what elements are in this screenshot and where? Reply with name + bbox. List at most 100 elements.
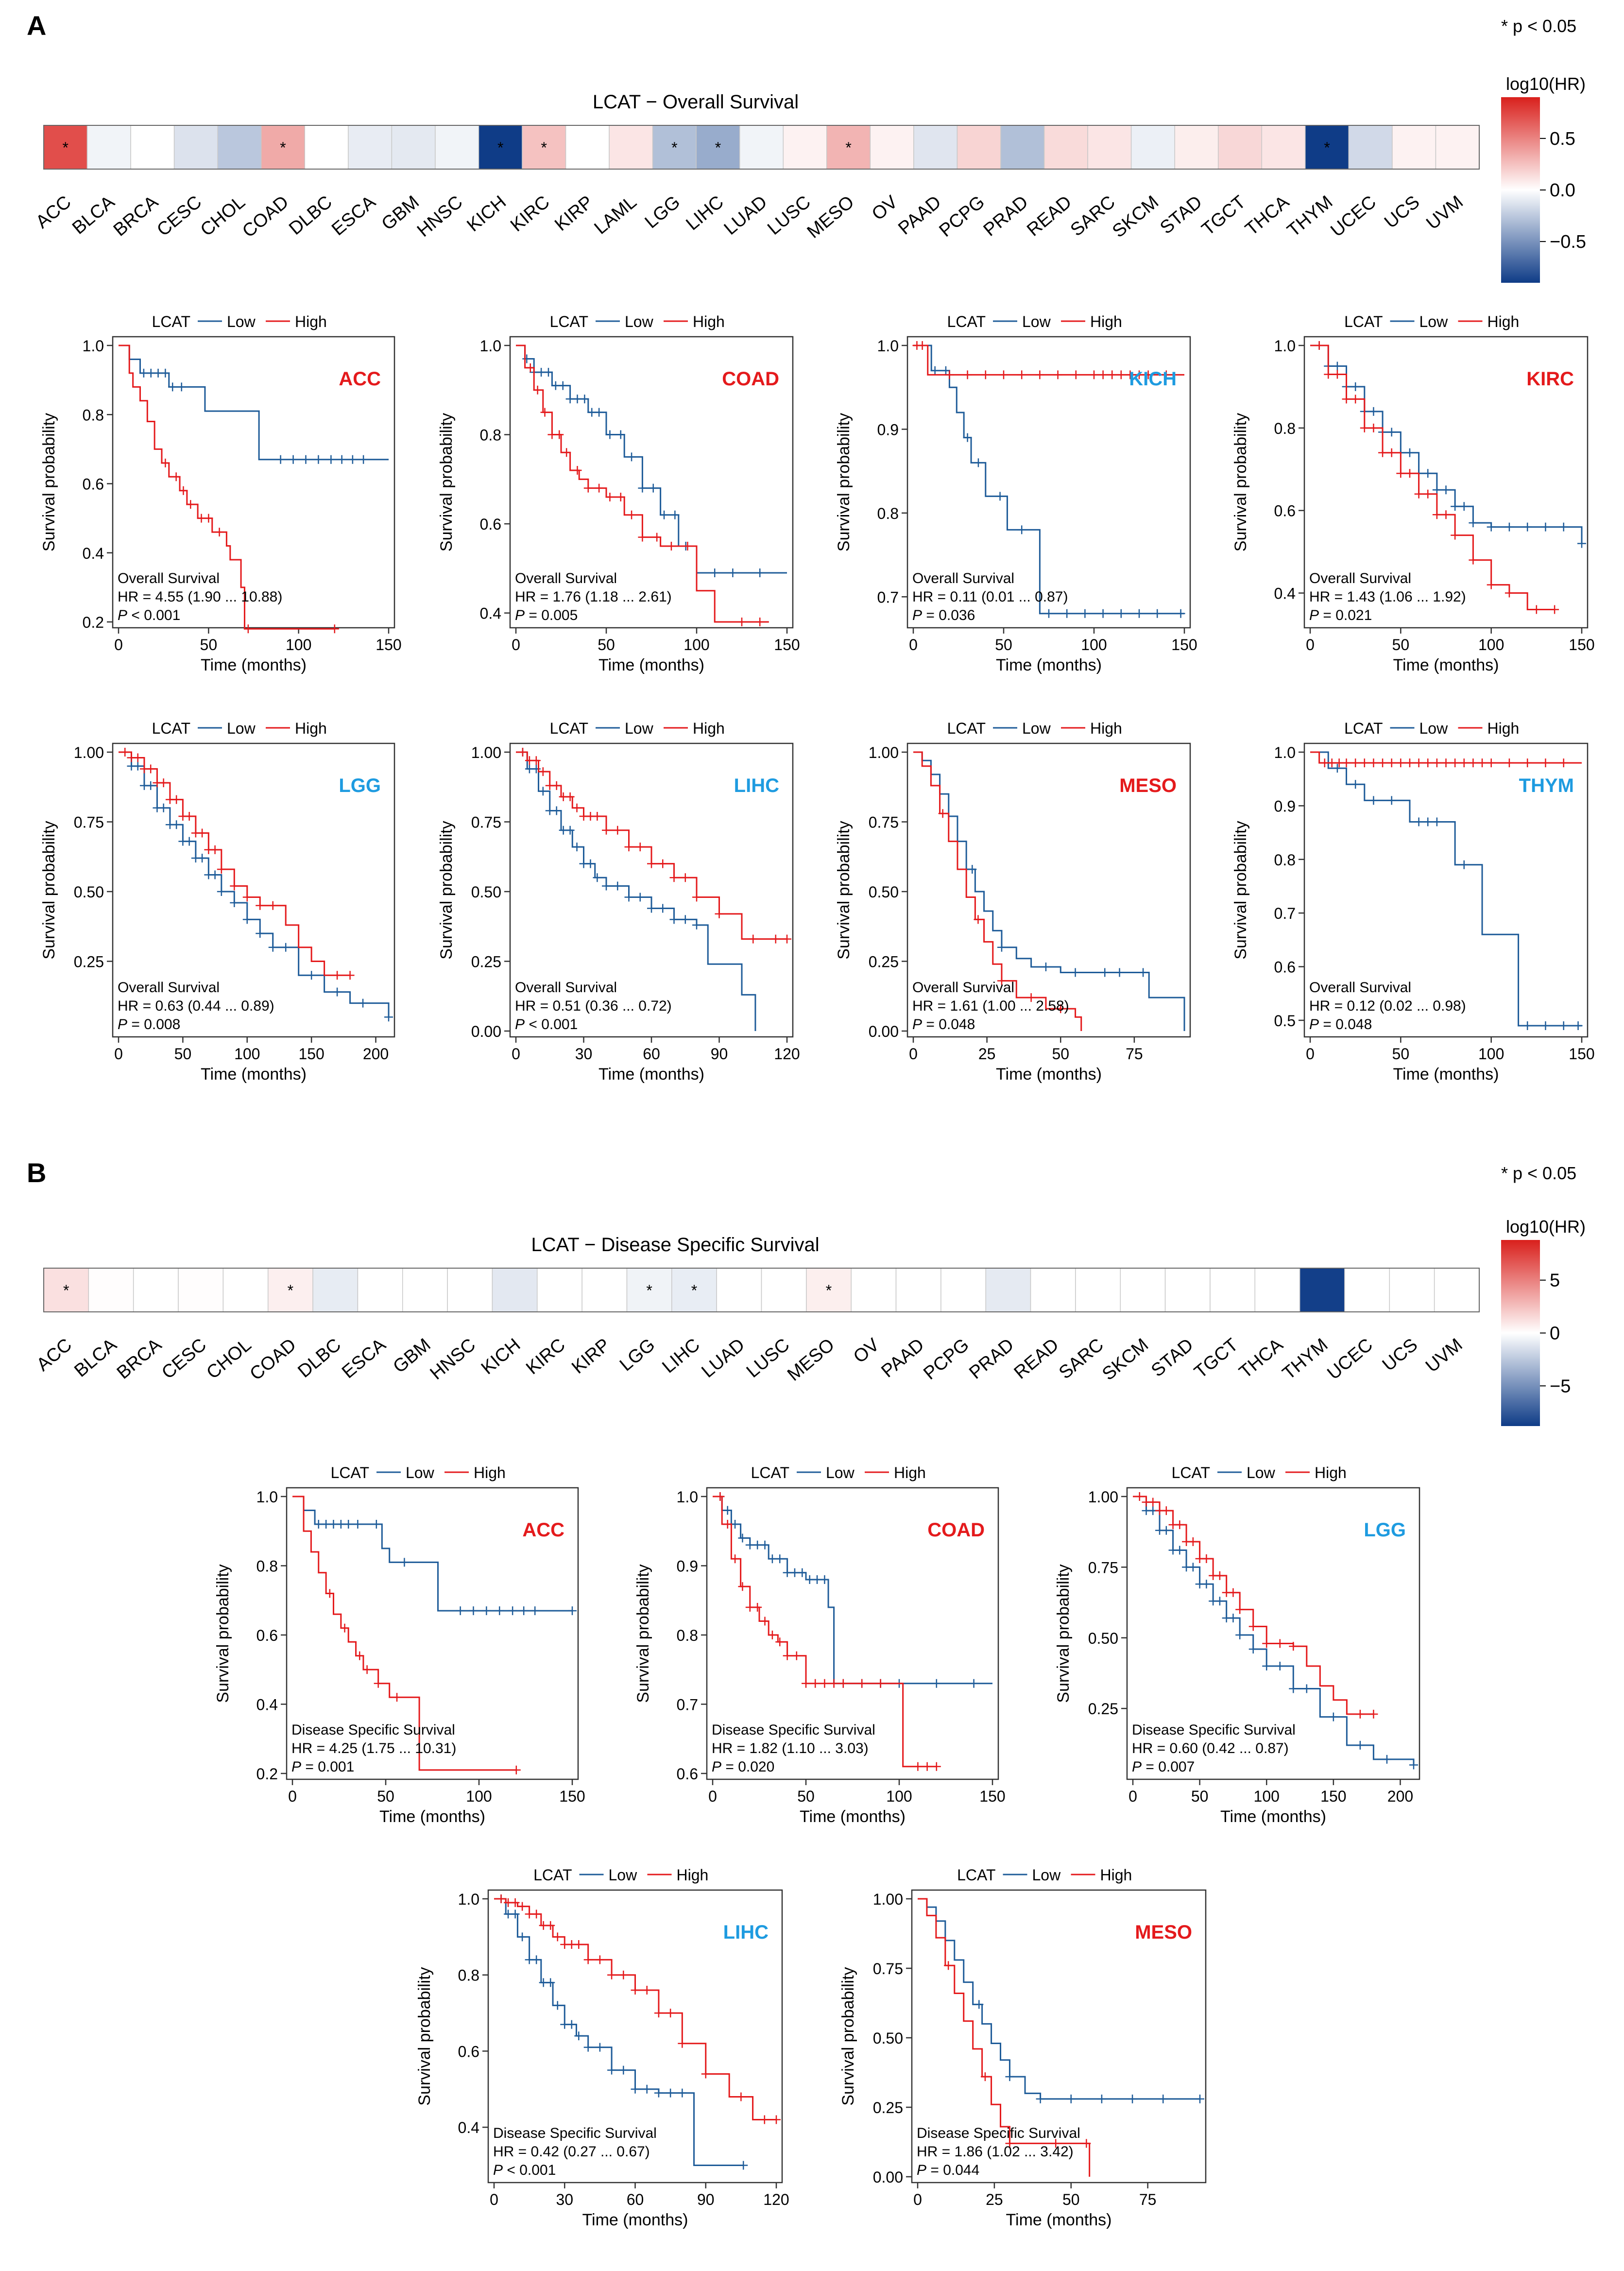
censor-mark-low [739,2161,748,2170]
heatmap-cell [1392,125,1436,170]
y-axis-label: Survival probability [1231,821,1250,959]
x-tick-label: 0 [512,1045,520,1063]
y-tick-label: 0.00 [471,1023,501,1040]
censor-mark-high [243,624,253,634]
censor-mark-low [595,2043,604,2052]
y-axis-label: Survival probability [634,1564,652,1703]
heatmap-cell [957,125,1001,170]
censor-mark-low [1162,1526,1171,1535]
censor-mark-high [654,2009,663,2018]
cancer-label: STAD [1156,192,1206,239]
censor-mark-high [1098,370,1108,379]
censor-mark-high [172,795,181,804]
y-axis-label: Survival probability [437,413,456,551]
cancer-label: KIRC [522,1335,569,1379]
censor-mark-low [1559,522,1568,532]
p-symbol: P [712,1759,721,1775]
y-tick-label: 0.8 [877,505,899,522]
heatmap-cell [1087,125,1132,170]
censor-mark-high [1262,1639,1271,1648]
y-tick-label: 1.0 [458,1891,479,1908]
cancer-label: KIRP [568,1335,614,1378]
y-tick-label: 0.4 [480,605,501,622]
p-symbol: P [515,1016,525,1032]
legend-title-a: log10(HR) [1506,74,1586,94]
x-tick-label: 60 [627,2191,644,2208]
censor-mark-high [775,1637,785,1647]
heatmap-cell [173,125,218,170]
legend-tick-label: −0.5 [1550,232,1586,252]
censor-mark-high [186,500,195,509]
cancer-label: TGCT [1198,192,1249,240]
censor-mark-high [1405,758,1414,768]
heatmap-cell [913,125,958,170]
censor-mark-high [146,764,155,774]
y-axis-label: Survival probability [1054,1564,1073,1703]
censor-mark-low [161,368,170,378]
censor-mark-low [326,455,336,464]
significance-star: * [63,1282,69,1299]
censor-mark-high [1175,1520,1184,1530]
y-axis-label: Survival probability [835,413,853,551]
censor-mark-high [526,363,535,372]
censor-mark-low [1062,609,1072,618]
censor-mark-high [171,472,181,482]
y-tick-label: 1.0 [677,1488,698,1506]
heatmap-cell [895,1268,941,1312]
heatmap-cell [1043,125,1088,170]
cancer-label: LUSC [743,1335,794,1382]
survival-endpoint-label: Overall Survival [912,980,1014,996]
km-plot-a-coad: LCAT Low High 1.0 0.8 0.6 0.4 0 50 100 150 Time (mo… [437,313,800,674]
censor-mark-low [384,1013,393,1022]
censor-mark-high [242,893,252,902]
legend-tick-label: 0.0 [1550,180,1575,201]
censor-mark-low [1066,2094,1076,2103]
censor-mark-low [1409,1760,1418,1770]
km-legend-high-label: High [295,313,327,330]
censor-mark-high [980,2072,990,2082]
x-tick-label: 0 [114,1045,123,1063]
y-tick-label: 0.4 [256,1696,278,1714]
censor-mark-high [723,1520,732,1529]
heatmap-cell [806,1268,852,1312]
censor-mark-low [710,568,719,578]
censor-mark-high [999,370,1008,379]
censor-mark-high [963,370,972,379]
p-value: = 0.008 [127,1016,180,1032]
censor-mark-high [738,1582,747,1591]
km-legend-low-label: Low [1419,313,1449,330]
heatmap-cell [1389,1268,1435,1312]
censor-mark-low [1202,1580,1211,1589]
censor-mark-low [172,820,181,829]
y-tick-label: 0.50 [74,883,104,901]
heatmap-cell [985,1268,1031,1312]
censor-mark-low [1215,1597,1224,1606]
censor-mark-high [647,859,656,868]
heatmap-cell [626,1268,672,1312]
censor-mark-low [1387,796,1396,805]
y-tick-label: 0.7 [1274,905,1296,922]
censor-mark-high [1369,758,1378,768]
x-tick-label: 75 [1139,2191,1157,2208]
censor-mark-high [562,448,571,457]
censor-mark-high [210,845,220,854]
censor-mark-high [1026,993,1036,1002]
censor-mark-high [1202,1554,1211,1563]
heatmap-cell [1261,125,1306,170]
km-legend-low-label: Low [406,1464,435,1481]
heatmap-cell [312,1268,359,1312]
cancer-label: KIRP [551,192,597,235]
censor-mark-low [1229,1614,1238,1623]
censor-mark-high [1188,1537,1197,1547]
cancer-label: PAAD [877,1335,928,1382]
significance-note-a: * p < 0.05 [1501,16,1576,36]
censor-mark-low [198,854,207,863]
x-axis-label: Time (months) [996,656,1102,674]
censor-mark-high [185,812,194,821]
x-axis-label: Time (months) [1220,1807,1326,1826]
y-tick-label: 0.8 [1274,420,1296,437]
x-tick-label: 150 [1171,636,1197,654]
censor-mark-high [1459,758,1469,768]
censor-mark-high [1541,758,1550,768]
